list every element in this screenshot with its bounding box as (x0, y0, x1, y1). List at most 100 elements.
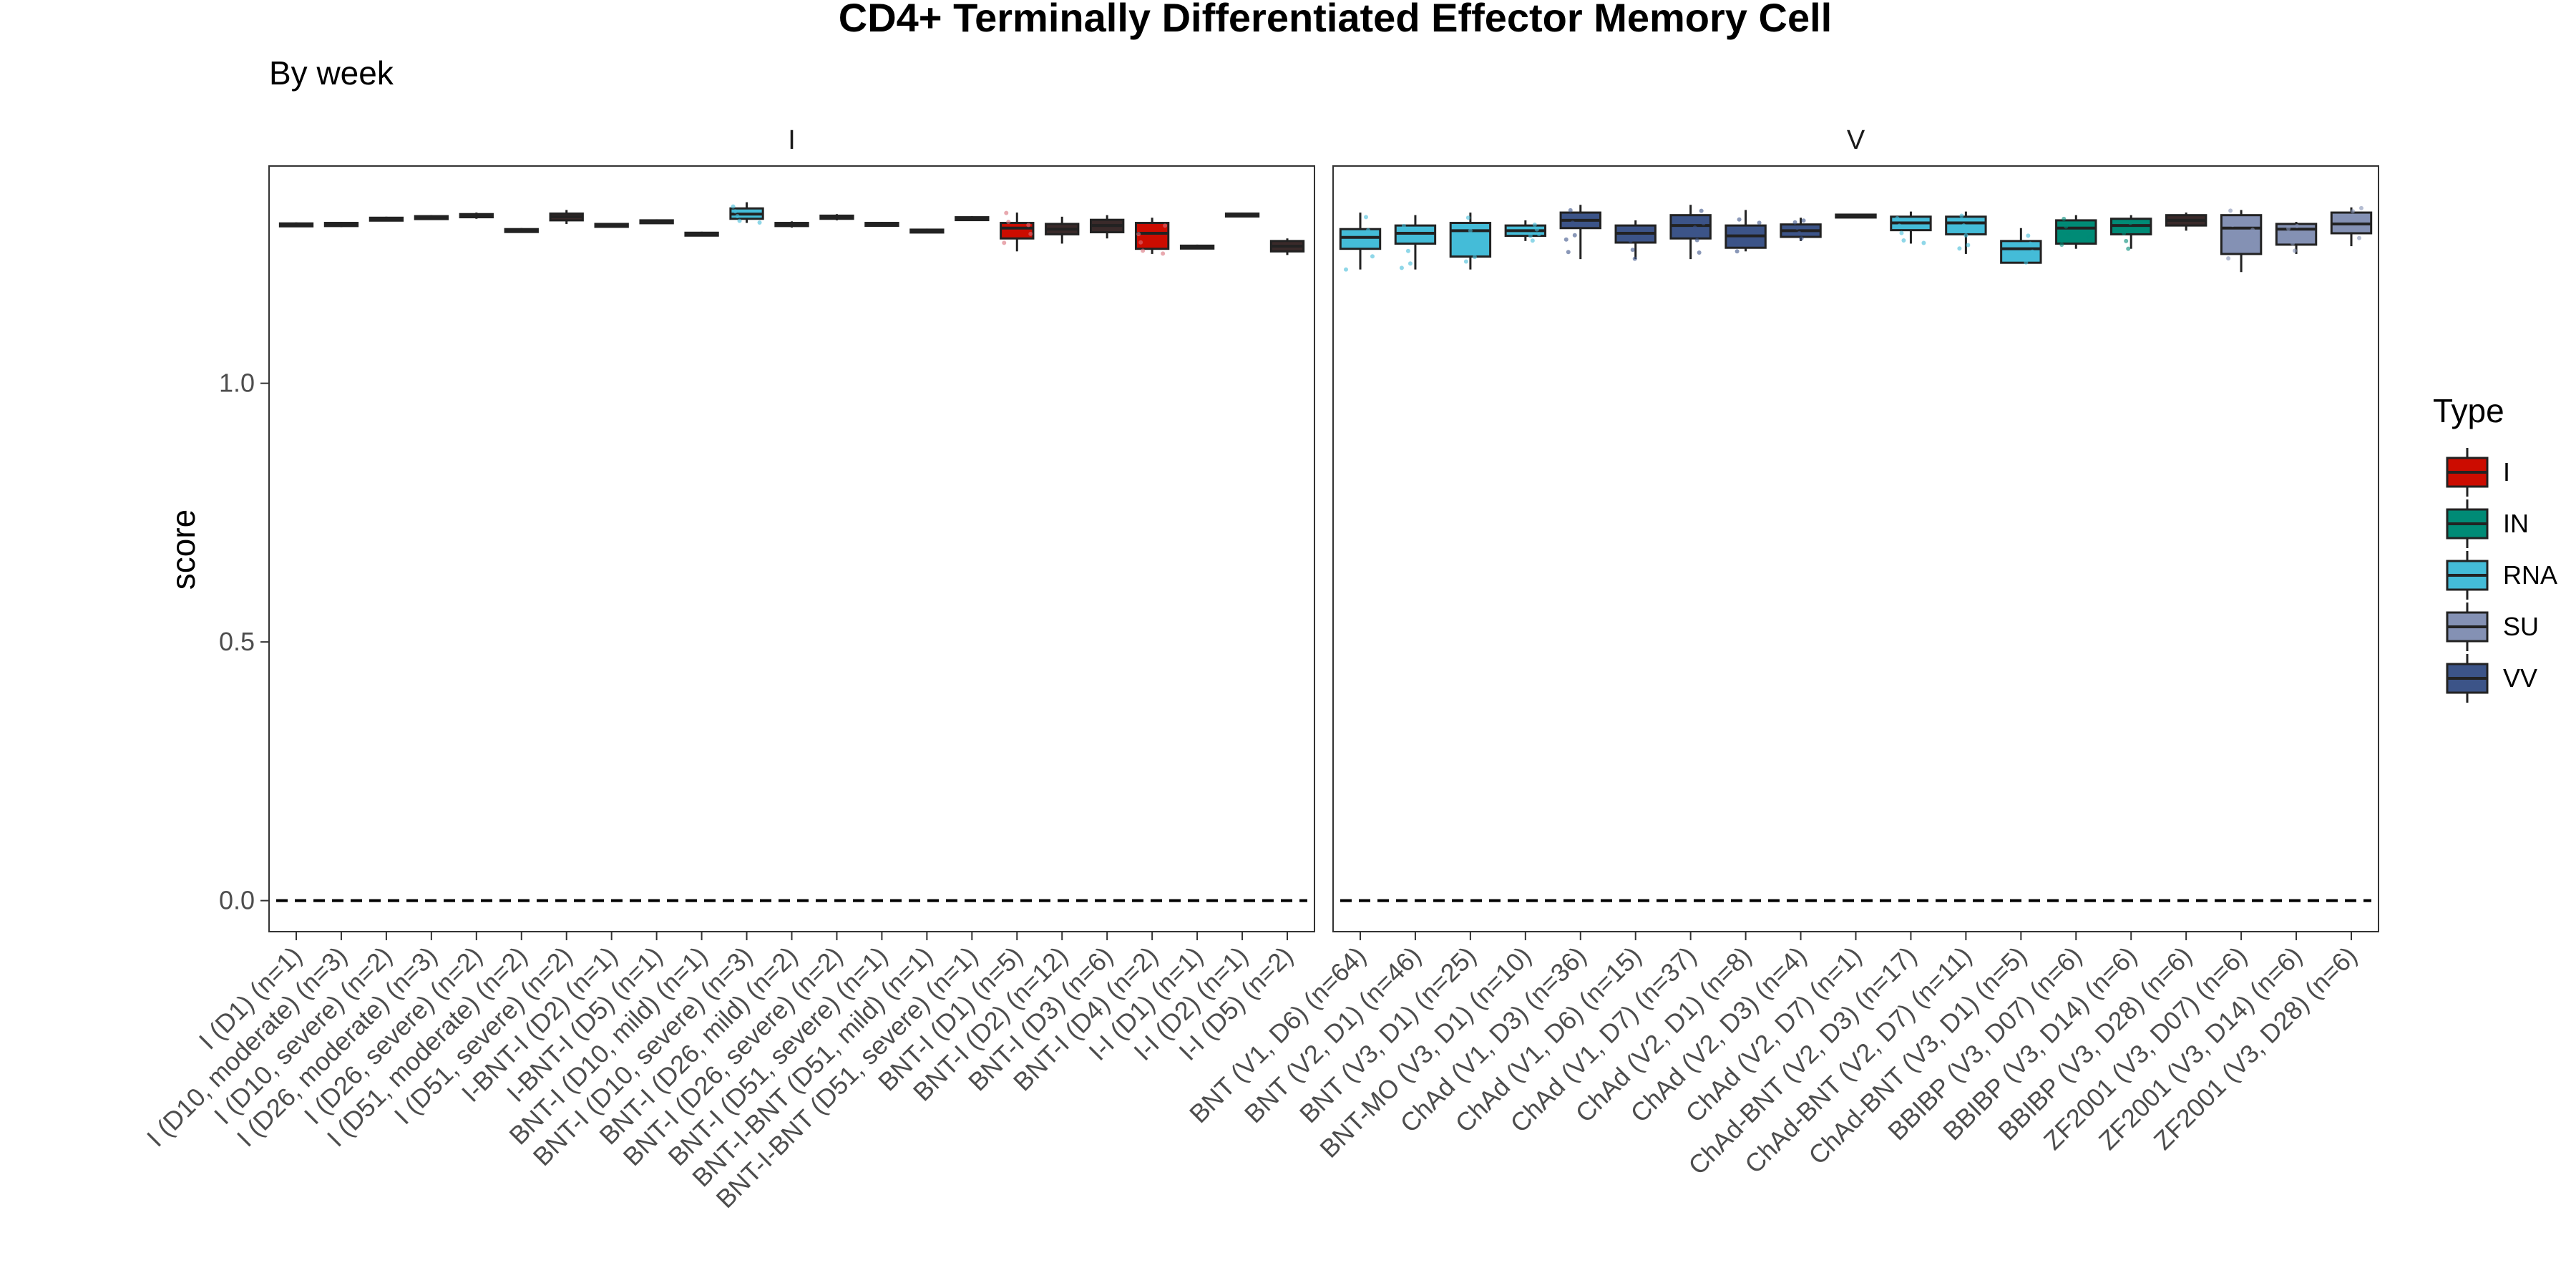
jitter-point (2086, 235, 2091, 240)
jitter-point (1006, 220, 1011, 225)
legend-entry-i: I (2446, 448, 2510, 497)
box-1-14 (2110, 215, 2152, 251)
jitter-point (2128, 220, 2133, 225)
box-1-8 (1780, 218, 1822, 241)
jitter-point (1699, 208, 1704, 213)
legend-label: RNA (2503, 560, 2557, 590)
jitter-point (1757, 220, 1762, 225)
box-0-1 (323, 222, 359, 228)
jitter-point (1004, 210, 1009, 215)
box-1-13 (2055, 215, 2097, 249)
box-1-17 (2275, 222, 2318, 254)
jitter-point (1692, 225, 1697, 230)
jitter-point (2028, 241, 2033, 246)
jitter-point (1344, 267, 1348, 272)
jitter-point (1792, 220, 1797, 225)
box-0-16 (1000, 210, 1035, 252)
jitter-point (1465, 215, 1470, 220)
jitter-point (2066, 232, 2071, 237)
legend-entry-vv: VV (2446, 654, 2537, 703)
chart-title: CD4+ Terminally Differentiated Effector … (839, 0, 1832, 40)
jitter-point (2295, 223, 2300, 228)
box-0-11 (774, 221, 809, 228)
jitter-point (1797, 230, 1802, 235)
box-0-12 (819, 214, 854, 220)
jitter-point (1026, 223, 1031, 228)
jitter-point (1368, 241, 1372, 246)
panel-strip-label: V (1847, 125, 1865, 155)
box-body (2055, 219, 2097, 245)
jitter-point (1364, 215, 1368, 220)
jitter-point (2353, 218, 2357, 223)
jitter-point (735, 213, 740, 218)
box-1-9 (1835, 213, 1877, 219)
box-0-22 (1269, 238, 1305, 255)
jitter-point (2026, 233, 2031, 238)
box-0-17 (1045, 216, 1080, 244)
box-0-13 (864, 222, 899, 228)
box-0-21 (1224, 213, 1260, 218)
jitter-point (1701, 221, 1706, 226)
jitter-point (1732, 239, 1737, 244)
jitter-point (2351, 209, 2355, 214)
box-body (1339, 228, 1382, 250)
jitter-point (2124, 238, 2129, 243)
box-0-2 (369, 216, 404, 222)
jitter-point (1634, 226, 1639, 231)
jitter-point (1795, 225, 1800, 230)
box-1-15 (2165, 213, 2207, 231)
jitter-point (2253, 242, 2258, 247)
jitter-point (1530, 238, 1535, 243)
jitter-point (1963, 233, 1968, 238)
jitter-point (1957, 246, 1962, 251)
jitter-point (2030, 249, 2035, 254)
jitter-point (1401, 223, 1406, 228)
box-0-9 (684, 231, 719, 237)
legend-label: IN (2503, 509, 2529, 538)
panel-strip-label: I (788, 125, 796, 155)
jitter-point (1532, 222, 1537, 227)
box-1-12 (2000, 228, 2042, 265)
jitter-point (1563, 237, 1568, 242)
box-1-3 (1504, 220, 1547, 243)
jitter-point (1921, 240, 1926, 245)
box-0-4 (459, 213, 494, 219)
box-body (1134, 222, 1170, 250)
legend-entry-su: SU (2446, 602, 2539, 651)
box-1-0 (1339, 213, 1382, 272)
box-1-18 (2330, 205, 2373, 247)
box-0-20 (1179, 244, 1215, 250)
box-0-6 (549, 210, 584, 224)
jitter-point (2286, 226, 2291, 231)
jitter-point (1799, 236, 1804, 241)
jitter-point (1566, 250, 1571, 255)
legend-label: SU (2503, 612, 2539, 641)
jitter-point (1737, 217, 1742, 222)
jitter-point (1002, 240, 1007, 245)
jitter-point (1901, 238, 1906, 243)
chart-subtitle: By week (269, 54, 394, 92)
jitter-point (1136, 232, 1141, 237)
box-1-16 (2220, 208, 2263, 273)
jitter-point (2228, 208, 2233, 213)
box-0-19 (1134, 218, 1170, 256)
box-1-2 (1449, 213, 1492, 270)
panels: I0.00.51.0I (D1) (n=1)I (D10, moderate) … (141, 125, 2379, 1214)
jitter-point (737, 218, 742, 223)
jitter-point (1470, 241, 1475, 246)
box-1-10 (1890, 211, 1932, 245)
box-1-5 (1614, 220, 1657, 261)
box-1-1 (1394, 215, 1437, 270)
box-0-7 (594, 223, 629, 228)
jitter-point (1141, 248, 1146, 253)
jitter-point (2250, 228, 2255, 233)
box-body (1449, 222, 1492, 258)
box-0-18 (1090, 215, 1125, 239)
jitter-point (1966, 243, 1971, 248)
jitter-point (1570, 220, 1575, 225)
jitter-point (1897, 223, 1902, 228)
jitter-point (1366, 228, 1370, 233)
jitter-point (1468, 228, 1473, 233)
jitter-point (1534, 227, 1539, 232)
jitter-point (1370, 254, 1375, 259)
